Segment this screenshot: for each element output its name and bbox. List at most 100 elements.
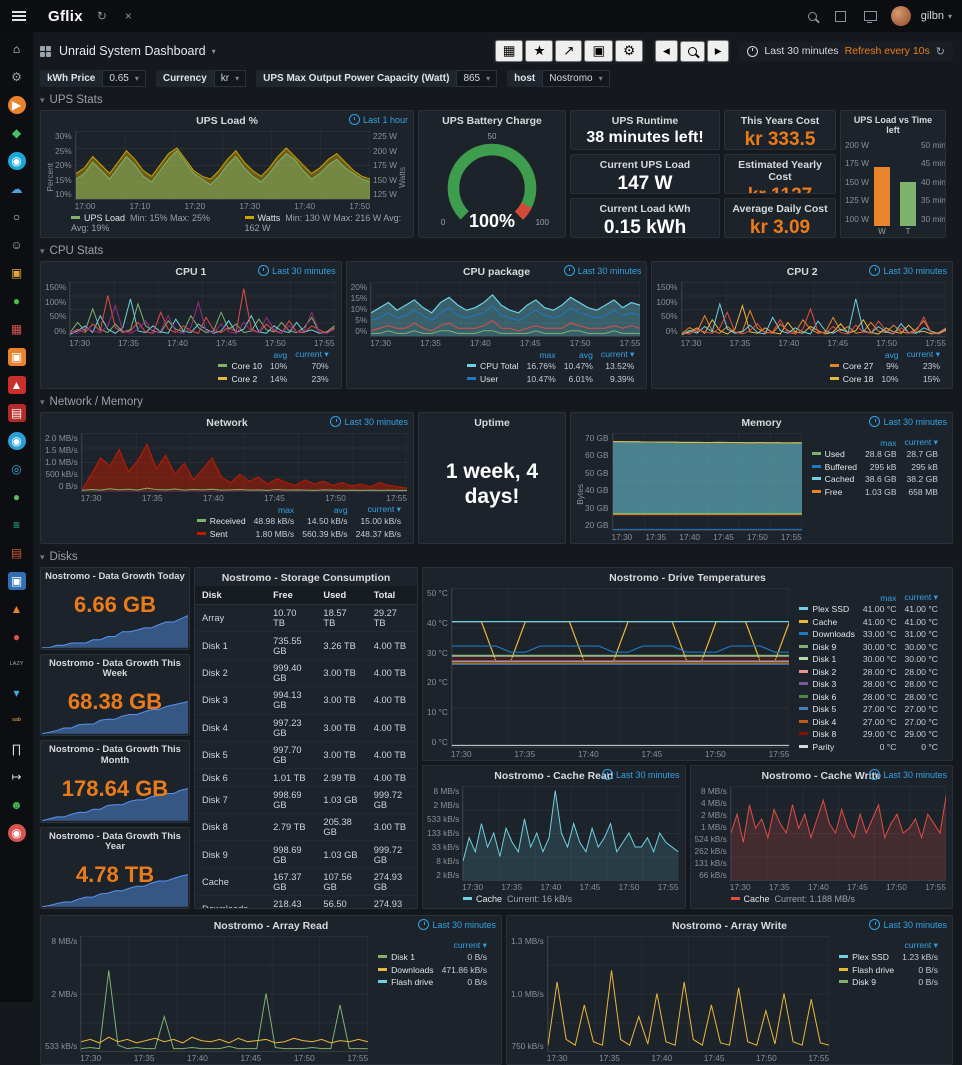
- panel-title[interactable]: Current UPS Load: [599, 159, 691, 171]
- dashboard-settings-icon[interactable]: ⚙: [615, 40, 644, 62]
- legend-item[interactable]: Parity 0 °C 0 °C: [795, 741, 942, 754]
- panel-title[interactable]: Nostromo - Data Growth This Month: [49, 744, 181, 766]
- home-icon[interactable]: ⌂: [12, 42, 21, 56]
- plot-area[interactable]: [74, 131, 371, 200]
- legend-item[interactable]: Disk 3 28.00 °C 28.00 °C: [795, 678, 942, 691]
- time-picker[interactable]: Last 30 minutes Refresh every 10s ↻: [739, 41, 953, 61]
- legend-item[interactable]: Watts Min: 130 W Max: 216 W Avg: 162 W: [244, 213, 402, 233]
- app-active-orange-icon[interactable]: ▣: [7, 348, 26, 366]
- legend-sort-header[interactable]: current ▾: [904, 437, 938, 448]
- legend-item[interactable]: Received 48.98 kB/s 14.50 kB/s 15.00 kB/s: [193, 515, 405, 528]
- panel-title[interactable]: UPS Load vs Time left: [853, 115, 933, 136]
- app-red-grid-icon[interactable]: ▦: [10, 322, 23, 336]
- legend-item[interactable]: Disk 6 28.00 °C 28.00 °C: [795, 691, 942, 704]
- monitor-icon[interactable]: [860, 0, 881, 32]
- legend-item[interactable]: Disk 5 27.00 °C 27.00 °C: [795, 703, 942, 716]
- panel-title[interactable]: Current Load kWh: [599, 203, 691, 215]
- close-icon[interactable]: ×: [121, 0, 136, 32]
- app-blue-cloud-icon[interactable]: ☁: [10, 182, 23, 196]
- legend-sort-header[interactable]: max: [880, 592, 897, 603]
- time-range-tag[interactable]: Last 30 minutes: [330, 416, 408, 427]
- panel-title[interactable]: UPS Load %: [196, 115, 258, 127]
- legend-item[interactable]: Disk 9 30.00 °C 30.00 °C: [795, 641, 942, 654]
- panel-title[interactable]: UPS Runtime: [611, 115, 679, 127]
- legend-sort-header[interactable]: max: [539, 349, 556, 360]
- panel-title[interactable]: Estimated Yearly Cost: [738, 159, 822, 184]
- app-orange-flame-icon[interactable]: ▲: [10, 602, 23, 616]
- time-range-tag[interactable]: Last 30 minutes: [601, 769, 680, 780]
- app-red-drop-icon[interactable]: ●: [12, 630, 21, 644]
- legend-sort-header[interactable]: current ▾: [600, 349, 635, 359]
- panel-title[interactable]: Nostromo - Drive Temperatures: [609, 572, 766, 584]
- zoom-out-icon[interactable]: [679, 40, 705, 62]
- app-green-dot-icon[interactable]: ●: [12, 490, 21, 504]
- plot-area[interactable]: [611, 433, 802, 531]
- panel-title[interactable]: Average Daily Cost: [732, 203, 828, 215]
- save-icon[interactable]: ▣: [584, 40, 614, 62]
- variable-value[interactable]: 865 ▾: [456, 70, 498, 87]
- app-green-circle-icon[interactable]: ●: [12, 294, 21, 308]
- plot-area[interactable]: [462, 786, 679, 881]
- panel-title[interactable]: Nostromo - Data Growth This Week: [49, 657, 181, 680]
- panel-title[interactable]: Nostromo - Data Growth Today: [45, 571, 185, 582]
- legend-item[interactable]: Disk 2 28.00 °C 28.00 °C: [795, 666, 942, 679]
- legend-item[interactable]: Free 1.03 GB 658 MB: [808, 486, 942, 499]
- app-red-shield-icon[interactable]: ▲: [7, 376, 26, 394]
- panel-title[interactable]: CPU package: [462, 266, 531, 278]
- app-green-diamond-icon[interactable]: ◆: [11, 126, 22, 140]
- panel-title[interactable]: Nostromo - Storage Consumption: [221, 572, 391, 584]
- legend-sort-header[interactable]: current ▾: [295, 349, 329, 359]
- legend-sort-header[interactable]: avg: [333, 504, 348, 515]
- legend-item[interactable]: Flash drive 0 B/s: [835, 964, 942, 977]
- app-teal-dot-icon[interactable]: ◉: [7, 152, 26, 170]
- legend-item[interactable]: Core 18 10% 15%: [826, 373, 944, 386]
- plot-area[interactable]: [69, 282, 335, 337]
- column-header[interactable]: Total: [366, 586, 417, 606]
- time-range-tag[interactable]: Last 30 minutes: [258, 265, 336, 276]
- panel-title[interactable]: Nostromo - Array Write: [672, 920, 787, 932]
- panel-title[interactable]: Nostromo - Data Growth This Year: [49, 830, 181, 853]
- app-blue-swirl-icon[interactable]: ◎: [11, 462, 22, 476]
- panel-title[interactable]: Network: [206, 417, 248, 429]
- legend-item[interactable]: Core 10 10% 70%: [214, 360, 332, 373]
- legend-item[interactable]: Disk 4 27.00 °C 27.00 °C: [795, 716, 942, 729]
- star-icon[interactable]: ★: [525, 40, 554, 62]
- legend-item[interactable]: Cache Current: 16 kB/s: [463, 894, 572, 904]
- search-icon[interactable]: [804, 0, 821, 32]
- row-disks[interactable]: ▾ Disks: [40, 551, 78, 563]
- app-search-icon[interactable]: ○: [12, 210, 21, 224]
- panel-title[interactable]: Uptime: [474, 417, 510, 429]
- plot-area[interactable]: [680, 282, 947, 337]
- plot-area[interactable]: [370, 282, 641, 337]
- refresh-icon[interactable]: ↻: [935, 45, 945, 58]
- legend-item[interactable]: Buffered 295 kB 295 kB: [808, 461, 942, 474]
- column-header[interactable]: Free: [266, 586, 317, 606]
- column-header[interactable]: Disk: [195, 586, 267, 606]
- app-orange-play-icon[interactable]: ▶: [7, 96, 26, 114]
- menu-icon[interactable]: [0, 0, 38, 32]
- settings-icon[interactable]: ⚙: [11, 70, 22, 84]
- app-user-icon[interactable]: ☺: [10, 238, 23, 252]
- legend-item[interactable]: Downloads 33.00 °C 31.00 °C: [795, 628, 942, 641]
- time-range-tag[interactable]: Last 30 minutes: [563, 265, 641, 276]
- legend-sort-header[interactable]: avg: [579, 349, 593, 360]
- app-bank-icon[interactable]: ∏: [11, 742, 22, 756]
- app-teal-stack-icon[interactable]: ≡: [12, 518, 20, 532]
- row-ups-stats[interactable]: ▾ UPS Stats: [40, 94, 103, 106]
- app-github-icon[interactable]: ☻: [10, 798, 23, 812]
- variable-value[interactable]: Nostromo ▾: [542, 70, 610, 87]
- app-water-drop-icon[interactable]: ▾: [13, 686, 20, 700]
- legend-item[interactable]: Flash drive 0 B/s: [374, 976, 491, 989]
- logout-icon[interactable]: ↦: [11, 770, 22, 784]
- variable-value[interactable]: kr ▾: [213, 70, 247, 87]
- time-range-tag[interactable]: Last 30 minutes: [869, 769, 947, 780]
- app-orange-stripes-icon[interactable]: ▤: [10, 546, 23, 560]
- app-red-box-icon[interactable]: ▤: [7, 404, 26, 422]
- share-icon[interactable]: ↗: [555, 40, 583, 62]
- time-range-tag[interactable]: Last 1 hour: [348, 114, 408, 125]
- time-range-tag[interactable]: Last 30 minutes: [869, 919, 947, 930]
- plot-area[interactable]: [729, 786, 946, 881]
- panel-title[interactable]: Nostromo - Cache Read: [494, 770, 614, 782]
- plot-area[interactable]: [80, 936, 369, 1052]
